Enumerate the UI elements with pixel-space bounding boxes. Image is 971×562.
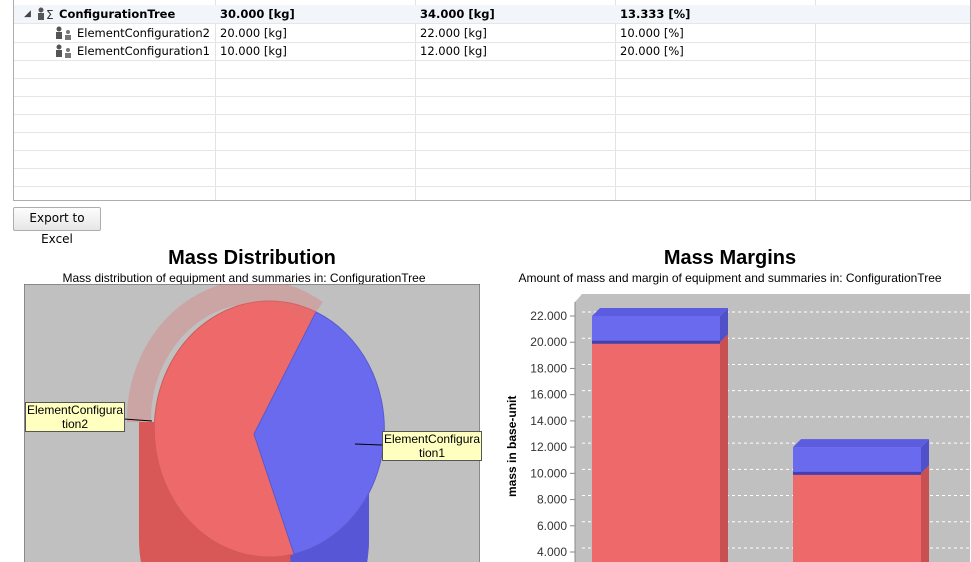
y-tick-label: 6.000	[537, 519, 567, 533]
bar-mass-side	[921, 465, 929, 562]
pie-label-element2: ElementConfigura tion2	[25, 402, 125, 432]
element-node-icon	[56, 26, 71, 40]
svg-text:Σ: Σ	[46, 8, 54, 22]
summary-node-icon: Σ	[38, 7, 54, 22]
pie-top-rim	[126, 284, 323, 423]
column-separator	[415, 0, 416, 200]
y-tick-label: 22.000	[530, 309, 567, 323]
tree-row-mass: 30.000 [kg]	[220, 7, 295, 21]
pie-chart-subtitle: Mass distribution of equipment and summa…	[62, 271, 426, 285]
tree-row-name: ElementConfiguration1	[77, 44, 210, 58]
tree-row-mass: 20.000 [kg]	[220, 26, 287, 40]
empty-row	[14, 132, 970, 151]
column-separator	[215, 0, 216, 200]
y-axis-label: mass in base-unit	[505, 395, 519, 497]
y-tick-label: 18.000	[530, 361, 567, 375]
tree-row-mass-with-margin: 12.000 [kg]	[420, 44, 487, 58]
pie-chart-title: Mass Distribution	[168, 247, 336, 269]
bar-top	[592, 308, 728, 316]
tree-row-root[interactable]: ◢ Σ ConfigurationTree 30.000 [kg] 34.000…	[14, 5, 970, 24]
tree-row-mass-with-margin: 22.000 [kg]	[420, 26, 487, 40]
y-tick-label: 10.000	[530, 466, 567, 480]
pie-label-element1: ElementConfigura tion1	[382, 431, 482, 461]
tree-row-mass: 10.000 [kg]	[220, 44, 287, 58]
bar-margin-side	[720, 308, 728, 343]
pie-label-line: ElementConfigura	[27, 403, 124, 417]
empty-row	[14, 168, 970, 187]
configuration-tree-table[interactable]: ◢ Σ ConfigurationTree 30.000 [kg] 34.000…	[13, 0, 971, 201]
y-tick-label: 8.000	[537, 493, 567, 507]
tree-row-element1[interactable]: ElementConfiguration1 10.000 [kg] 12.000…	[14, 42, 970, 61]
expand-arrow-icon[interactable]: ◢	[24, 9, 31, 19]
bar-margin	[592, 316, 720, 343]
empty-row	[14, 96, 970, 115]
bar-chart-subtitle: Amount of mass and margin of equipment a…	[518, 271, 942, 285]
empty-row	[14, 60, 970, 79]
tree-row-margin-percent: 10.000 [%]	[620, 26, 684, 40]
empty-row	[14, 114, 970, 133]
tree-row-margin-percent: 20.000 [%]	[620, 44, 684, 58]
tree-row-margin-percent: 13.333 [%]	[620, 7, 691, 21]
pie-chart	[24, 284, 480, 562]
tree-row-name: ElementConfiguration2	[77, 26, 210, 40]
bar-chart-title: Mass Margins	[663, 247, 797, 269]
tree-row-element2[interactable]: ElementConfiguration2 20.000 [kg] 22.000…	[14, 24, 970, 43]
bar-top	[793, 439, 929, 448]
empty-row	[14, 78, 970, 97]
element-node-icon	[56, 44, 71, 58]
tree-row-mass-with-margin: 34.000 [kg]	[420, 7, 495, 21]
column-separator	[815, 0, 816, 200]
column-separator	[615, 0, 616, 200]
pie-slice-element2	[153, 300, 317, 558]
bar-mass	[793, 473, 921, 562]
bar-mass-side	[720, 334, 728, 562]
pie-leader-line	[354, 443, 383, 446]
bar-margin-side	[921, 439, 929, 474]
y-tick-label: 20.000	[530, 335, 567, 349]
empty-row	[14, 150, 970, 169]
pie-label-line: ElementConfigura	[384, 432, 481, 446]
bar-margin	[793, 447, 921, 474]
y-tick-label: 12.000	[530, 440, 567, 454]
y-tick-label: 4.000	[537, 545, 567, 559]
y-tick-label: 16.000	[530, 388, 567, 402]
y-tick-label: 14.000	[530, 414, 567, 428]
bar-chart: 4.000 6.000 8.000 10.000 12.000 14.000 16.000 1…	[530, 294, 970, 562]
pie-leader-line	[123, 418, 153, 422]
export-to-excel-button[interactable]: Export to Excel	[13, 207, 101, 246]
pie-label-line: tion1	[418, 446, 446, 460]
tree-row-name: ConfigurationTree	[59, 7, 176, 21]
bar-mass	[592, 342, 720, 562]
pie-label-line: tion2	[61, 417, 89, 431]
